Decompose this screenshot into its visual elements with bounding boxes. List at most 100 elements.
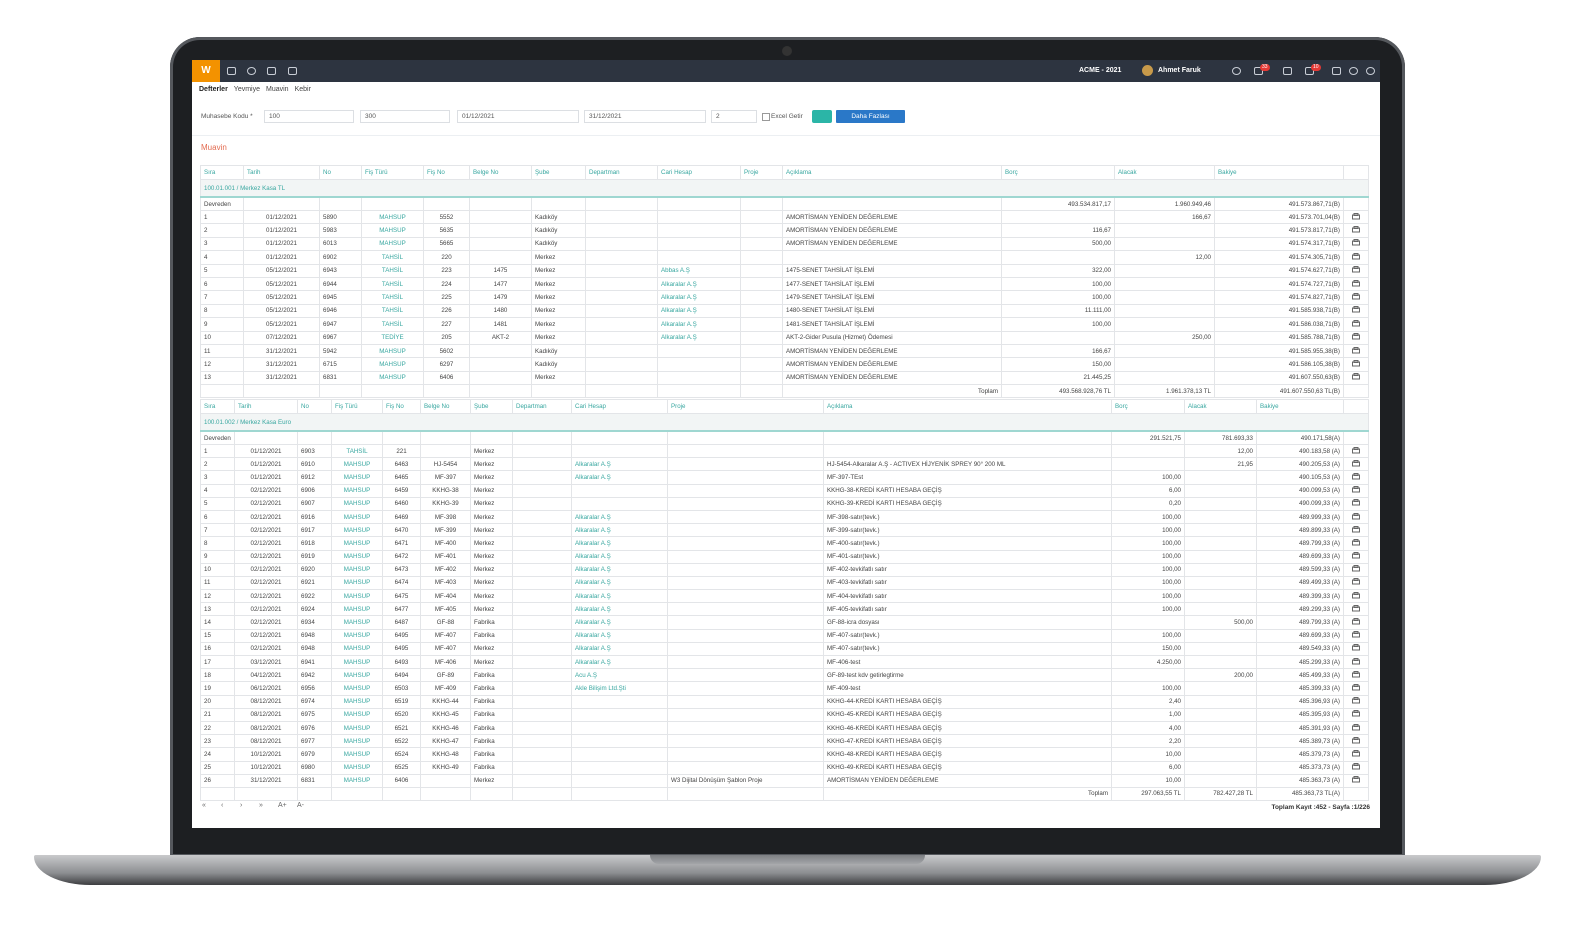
cell[interactable]: MAHSUP: [331, 681, 383, 696]
print-icon[interactable]: [1352, 776, 1360, 783]
cell[interactable]: [657, 209, 741, 225]
row-action[interactable]: [1343, 602, 1369, 617]
input[interactable]: 01/12/2021: [457, 110, 579, 123]
print-icon[interactable]: [1352, 346, 1360, 354]
print-icon[interactable]: [1352, 472, 1360, 480]
row-action[interactable]: [1343, 370, 1369, 386]
page-button[interactable]: ‹: [221, 802, 224, 809]
crumb[interactable]: Defterler: [199, 86, 228, 93]
cell[interactable]: MAHSUP: [331, 773, 383, 788]
row-action[interactable]: [1343, 575, 1369, 591]
print-icon[interactable]: [1352, 604, 1360, 612]
row-action[interactable]: [1343, 357, 1369, 372]
print-icon[interactable]: [1352, 226, 1360, 233]
page-button[interactable]: «: [202, 802, 206, 809]
page-button[interactable]: »: [259, 802, 263, 809]
page-button[interactable]: ›: [240, 802, 243, 809]
row-action[interactable]: [1343, 236, 1369, 252]
print-icon[interactable]: [1352, 306, 1360, 313]
cell[interactable]: [571, 496, 668, 511]
cell[interactable]: TAHSİL: [361, 250, 424, 265]
checkbox[interactable]: [762, 113, 770, 121]
row-action[interactable]: [1343, 443, 1369, 459]
cell[interactable]: [571, 734, 668, 749]
row-action[interactable]: [1343, 694, 1369, 709]
crumb[interactable]: Muavin: [266, 86, 289, 93]
row-action[interactable]: [1343, 317, 1369, 332]
cell[interactable]: Alkaralar A.Ş: [571, 654, 668, 670]
cell[interactable]: [571, 443, 668, 459]
cell[interactable]: [571, 707, 668, 722]
row-action[interactable]: [1343, 654, 1369, 670]
cell[interactable]: Alkaralar A.Ş: [657, 276, 741, 292]
row-action[interactable]: [1343, 773, 1369, 788]
cell[interactable]: Alkaralar A.Ş: [571, 615, 668, 630]
cell[interactable]: Alkaralar A.Ş: [571, 549, 668, 564]
print-icon[interactable]: [1352, 657, 1360, 665]
row-action[interactable]: [1343, 209, 1369, 225]
calc-icon[interactable]: [288, 67, 297, 75]
cell[interactable]: TAHSİL: [331, 443, 383, 459]
print-icon[interactable]: [1352, 683, 1360, 691]
print-icon[interactable]: [1352, 252, 1360, 260]
cell[interactable]: MAHSUP: [331, 602, 383, 617]
row-action[interactable]: [1343, 641, 1369, 657]
cell[interactable]: Alkaralar A.Ş: [571, 470, 668, 485]
cell[interactable]: MAHSUP: [361, 223, 424, 238]
print-icon[interactable]: [1352, 631, 1360, 638]
cell[interactable]: MAHSUP: [331, 707, 383, 722]
print-icon[interactable]: [1352, 618, 1360, 625]
help-icon[interactable]: [1349, 67, 1358, 75]
row-action[interactable]: [1343, 223, 1369, 238]
cell[interactable]: [657, 343, 741, 359]
cell[interactable]: TEDİYE: [361, 330, 424, 345]
print-icon[interactable]: [1352, 293, 1360, 300]
cell[interactable]: TAHSİL: [361, 276, 424, 292]
cell[interactable]: [571, 720, 668, 736]
cell[interactable]: TAHSİL: [361, 303, 424, 319]
cell[interactable]: Alkaralar A.Ş: [571, 509, 668, 525]
print-icon[interactable]: [1352, 763, 1360, 770]
cell[interactable]: [571, 760, 668, 775]
cell[interactable]: [571, 773, 668, 788]
cell[interactable]: MAHSUP: [331, 575, 383, 591]
row-action[interactable]: [1343, 668, 1369, 683]
row-action[interactable]: [1343, 562, 1369, 577]
print-icon[interactable]: [1352, 697, 1360, 704]
row-action[interactable]: [1343, 457, 1369, 472]
headset-icon[interactable]: [1232, 67, 1241, 75]
crumb[interactable]: Kebir: [294, 86, 311, 93]
row-action[interactable]: [1343, 263, 1369, 278]
cell[interactable]: MAHSUP: [331, 694, 383, 709]
cell[interactable]: MAHSUP: [331, 615, 383, 630]
crumb[interactable]: Yevmiye: [233, 86, 260, 93]
print-icon[interactable]: [1352, 279, 1360, 287]
page-button[interactable]: A+: [278, 802, 287, 809]
cell[interactable]: [657, 223, 741, 238]
cell[interactable]: Alkaralar A.Ş: [571, 602, 668, 617]
cell[interactable]: MAHSUP: [361, 236, 424, 252]
company[interactable]: ACME - 2021: [1079, 67, 1122, 74]
print-icon[interactable]: [1352, 710, 1360, 717]
cell[interactable]: TAHSİL: [361, 290, 424, 305]
cell[interactable]: Alkaralar A.Ş: [571, 523, 668, 538]
cell[interactable]: Alkaralar A.Ş: [571, 575, 668, 591]
cell[interactable]: Alkaralar A.Ş: [657, 290, 741, 305]
cell[interactable]: MAHSUP: [331, 457, 383, 472]
cell[interactable]: Alkaralar A.Ş: [571, 536, 668, 551]
row-action[interactable]: [1343, 470, 1369, 485]
cell[interactable]: Abbas A.Ş: [657, 263, 741, 278]
home-icon[interactable]: [227, 67, 236, 75]
row-action[interactable]: [1343, 483, 1369, 498]
cell[interactable]: MAHSUP: [331, 668, 383, 683]
input[interactable]: 2: [711, 110, 757, 123]
row-action[interactable]: [1343, 707, 1369, 722]
print-icon[interactable]: [1352, 512, 1360, 520]
print-icon[interactable]: [1352, 644, 1360, 651]
cell[interactable]: Alkaralar A.Ş: [657, 330, 741, 345]
cell[interactable]: MAHSUP: [361, 357, 424, 372]
message-icon[interactable]: [1254, 67, 1263, 75]
cell[interactable]: MAHSUP: [331, 628, 383, 643]
star-icon[interactable]: [1332, 67, 1341, 75]
bell-icon[interactable]: [1305, 67, 1314, 75]
